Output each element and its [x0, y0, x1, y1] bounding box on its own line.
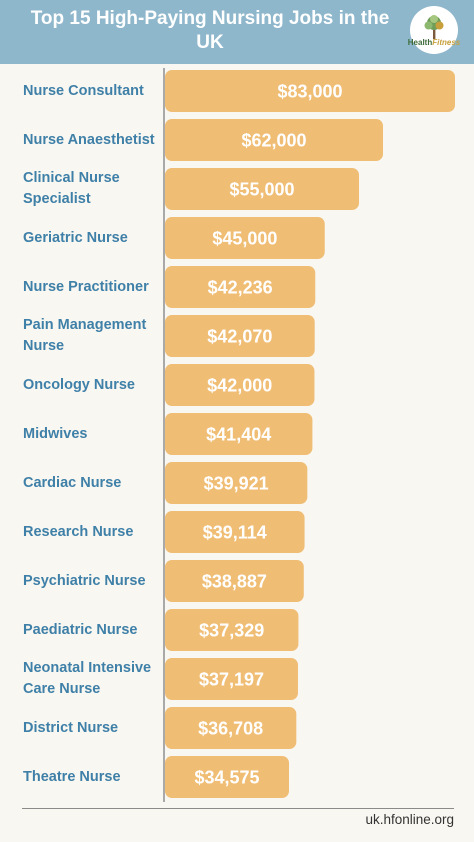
category-label-1: Nurse Consultant	[23, 69, 161, 113]
bar-value-label-3: $55,000	[229, 180, 294, 200]
chart-title: Top 15 High-Paying Nursing Jobs in the U…	[30, 8, 390, 53]
category-label-7: Oncology Nurse	[23, 363, 161, 407]
category-label-11: Psychiatric Nurse	[23, 559, 161, 603]
bar-5	[165, 266, 316, 308]
bar-value-label-2: $62,000	[241, 131, 306, 151]
bar-1	[165, 70, 455, 112]
bar-value-label-4: $45,000	[212, 229, 277, 249]
bar-8	[165, 413, 313, 455]
category-label-text: Paediatric Nurse	[23, 621, 138, 638]
category-label-text: District Nurse	[23, 719, 119, 736]
category-label-text: Geriatric Nurse	[23, 229, 128, 246]
category-label-15: Theatre Nurse	[23, 755, 161, 799]
category-label-text: Nurse Anaesthetist	[23, 131, 155, 148]
category-label-text: Nurse Consultant	[23, 82, 144, 99]
category-label-3: Clinical Nurse Specialist	[23, 167, 161, 211]
bar-value-label-9: $39,921	[204, 474, 269, 494]
bar-7	[165, 364, 315, 406]
source-url: uk.hfonline.org	[365, 812, 454, 827]
bar-11	[165, 560, 304, 602]
bar-4	[165, 217, 325, 259]
bar-value-label-15: $34,575	[194, 768, 259, 788]
category-label-5: Nurse Practitioner	[23, 265, 161, 309]
bar-14	[165, 707, 297, 749]
bar-2	[165, 119, 384, 161]
category-label-8: Midwives	[23, 412, 161, 456]
category-label-6: Pain Management Nurse	[23, 314, 161, 358]
bar-value-label-1: $83,000	[277, 82, 342, 102]
bar-6	[165, 315, 315, 357]
footer-divider	[22, 808, 454, 809]
category-label-text: Nurse Practitioner	[23, 278, 149, 295]
bar-9	[165, 462, 308, 504]
category-label-13: Neonatal Intensive Care Nurse	[23, 657, 161, 701]
bar-13	[165, 658, 298, 700]
category-label-text: Cardiac Nurse	[23, 474, 122, 491]
y-axis-line	[163, 68, 165, 802]
bar-value-label-5: $42,236	[208, 278, 273, 298]
bar-value-label-6: $42,070	[207, 327, 272, 347]
bar-value-label-14: $36,708	[198, 719, 263, 739]
bar-12	[165, 609, 299, 651]
category-label-text: Clinical Nurse Specialist	[23, 170, 120, 207]
category-label-text: Oncology Nurse	[23, 376, 135, 393]
bar-value-label-13: $37,197	[199, 670, 264, 690]
category-label-text: Research Nurse	[23, 523, 134, 540]
category-label-text: Midwives	[23, 425, 88, 442]
bar-value-label-12: $37,329	[199, 621, 264, 641]
bar-10	[165, 511, 305, 553]
bar-value-label-10: $39,114	[203, 523, 267, 543]
category-label-4: Geriatric Nurse	[23, 216, 161, 260]
category-label-text: Theatre Nurse	[23, 768, 121, 785]
category-label-text: Psychiatric Nurse	[23, 572, 146, 589]
logo-wordmark: HealthFitness	[407, 37, 461, 47]
category-label-2: Nurse Anaesthetist	[23, 118, 161, 162]
bar-3	[165, 168, 360, 210]
bar-value-label-11: $38,887	[202, 572, 267, 592]
category-label-text: Pain Management Nurse	[23, 317, 147, 354]
category-label-9: Cardiac Nurse	[23, 461, 161, 505]
category-label-text: Neonatal Intensive Care Nurse	[23, 660, 152, 697]
bar-15	[165, 756, 289, 798]
health-fitness-logo: HealthFitness	[407, 6, 461, 54]
chart-header: Top 15 High-Paying Nursing Jobs in the U…	[0, 0, 474, 64]
bar-value-label-7: $42,000	[207, 376, 272, 396]
category-label-12: Paediatric Nurse	[23, 608, 161, 652]
bar-value-label-8: $41,404	[206, 425, 271, 445]
category-label-10: Research Nurse	[23, 510, 161, 554]
category-label-14: District Nurse	[23, 706, 161, 750]
tree-icon	[424, 14, 444, 39]
